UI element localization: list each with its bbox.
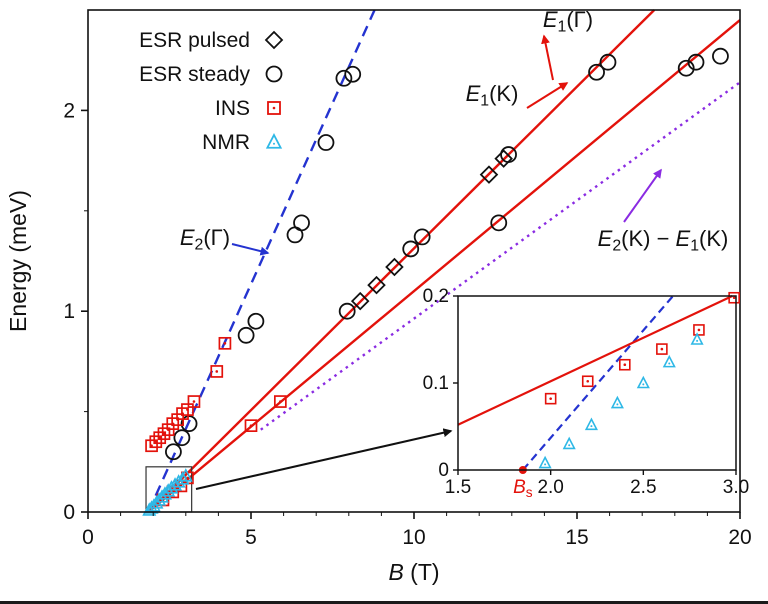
legend-label: ESR pulsed (139, 29, 250, 52)
e1-gamma-fit-line (147, 9, 656, 513)
e1-gamma-arrow (541, 34, 554, 81)
x-tick-label: 5 (245, 526, 257, 549)
x-tick-label: 0 (82, 526, 94, 549)
inset-x-tick-label: 3.0 (723, 477, 749, 498)
axes: 0 5 10 15 20 0 1 2 B (T) Energy (meV) (5, 99, 752, 585)
legend-label: NMR (202, 131, 250, 154)
legend-label: INS (215, 97, 250, 120)
series-esr-pulsed (350, 149, 513, 311)
e2k-minus-e1k-arrow (623, 168, 662, 223)
inset-plot: 1.5 2.0 2.5 3.0 0 0.1 0.2 Bs (423, 286, 750, 500)
fit-lines (147, 9, 741, 513)
e1-k-arrow (526, 82, 569, 109)
y-tick-label: 0 (63, 501, 75, 524)
e2k-minus-e1k-line (260, 81, 741, 431)
y-tick-label: 1 (63, 300, 75, 323)
series-nmr (142, 468, 193, 516)
legend: ESR pulsed ESR steady INS NMR (139, 29, 284, 154)
inset-series-triangle (538, 332, 704, 469)
inset-y-tick-label: 0.2 (423, 286, 449, 307)
inset-x-tick-label: 1.5 (445, 477, 471, 498)
e1-k-fit-line (147, 19, 741, 513)
y-tick-label: 2 (63, 99, 75, 122)
legend-label: ESR steady (139, 63, 250, 86)
x-tick-label: 20 (728, 526, 751, 549)
inset-pointer-arrow (195, 428, 453, 490)
bottom-rule (0, 601, 768, 604)
e2-gamma-fit-line (147, 9, 376, 513)
inset-x-tick-label: 2.0 (537, 477, 563, 498)
e1-gamma-label: E1(Γ) (543, 7, 593, 35)
e2-gamma-arrow (231, 243, 270, 256)
inset-y-tick-label: 0 (438, 460, 449, 481)
series-esr-steady (165, 47, 729, 461)
critical-field-label: Bs (513, 477, 533, 500)
x-tick-label: 10 (402, 526, 425, 549)
x-tick-label: 15 (565, 526, 588, 549)
e2-gamma-label: E2(Γ) (180, 225, 230, 253)
e2k-minus-e1k-label: E2(K) − E1(K) (598, 226, 729, 254)
x-axis-label: B (T) (388, 559, 439, 585)
inset-y-tick-label: 0.1 (423, 373, 449, 394)
y-axis-label: Energy (meV) (5, 190, 31, 332)
inset-e1-k-line (457, 295, 733, 426)
e1-k-label: E1(K) (466, 81, 519, 109)
inset-x-tick-label: 2.5 (630, 477, 656, 498)
inset-series-square (544, 291, 740, 405)
annotation-arrows (195, 34, 662, 490)
